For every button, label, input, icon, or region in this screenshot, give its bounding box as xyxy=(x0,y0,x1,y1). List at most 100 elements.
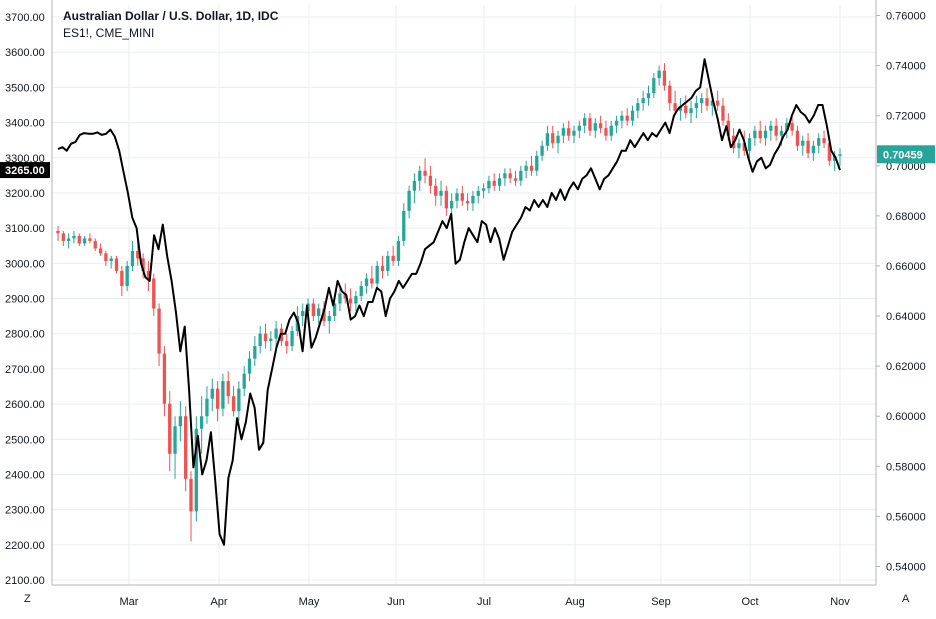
x-axis-tick-label: Oct xyxy=(741,596,758,608)
left-axis-tick-label: 3300.00 xyxy=(5,153,45,165)
candle-body-down xyxy=(146,270,151,279)
candle-body-up xyxy=(455,193,459,201)
es1-line xyxy=(57,58,841,546)
candle-body-down xyxy=(56,230,60,234)
right-axis-tick-label: 0.76000 xyxy=(886,11,926,23)
candle-body-up xyxy=(753,130,757,139)
candle-body-down xyxy=(795,130,800,146)
x-axis-tick-label: Aug xyxy=(565,596,585,608)
candle-body-down xyxy=(226,381,230,397)
candle-body-down xyxy=(162,353,167,404)
candle-body-up xyxy=(301,311,305,317)
left-last-value-label: 3265.00 xyxy=(5,165,45,177)
candle-body-up xyxy=(614,120,619,126)
candle-body-down xyxy=(790,123,794,131)
candle-body-down xyxy=(806,140,810,154)
candle-body-up xyxy=(82,238,87,244)
candle-body-up xyxy=(785,123,789,131)
right-axis-tick-label: 0.56000 xyxy=(886,511,926,523)
x-axis-tick-label: Mar xyxy=(120,596,139,608)
auto-scale-button[interactable]: A xyxy=(902,593,910,605)
candle-body-up xyxy=(779,130,784,136)
candle-body-up xyxy=(290,331,294,347)
candle-body-up xyxy=(439,190,443,196)
candle-body-up xyxy=(253,346,257,359)
candle-body-down xyxy=(705,98,709,106)
candle-body-up xyxy=(173,426,177,454)
candle-body-up xyxy=(210,388,214,399)
candle-body-up xyxy=(242,373,246,389)
candle-body-up xyxy=(354,296,358,304)
left-axis-tick-label: 3000.00 xyxy=(5,258,45,270)
candle-body-up xyxy=(269,338,273,342)
overlay-legend-label: ES1!, CME_MINI xyxy=(63,26,155,40)
candle-body-down xyxy=(567,128,571,136)
candle-body-up xyxy=(737,143,741,149)
right-axis-tick-label: 0.60000 xyxy=(886,411,926,423)
right-axis-tick-label: 0.64000 xyxy=(886,311,926,323)
chart-legend: Australian Dollar / U.S. Dollar, 1D, IDC… xyxy=(63,8,278,42)
left-axis-tick-label: 2200.00 xyxy=(5,540,45,552)
candle-body-up xyxy=(620,115,624,121)
candle-body-down xyxy=(721,105,725,121)
candle-body-down xyxy=(465,200,470,204)
x-axis-tick-label: Nov xyxy=(830,596,850,608)
candle-body-down xyxy=(136,250,140,259)
left-axis-tick-label: 2300.00 xyxy=(5,505,45,517)
right-axis-tick-label: 0.68000 xyxy=(886,211,926,223)
candle-body-up xyxy=(407,190,411,211)
candle-body-up xyxy=(412,180,417,191)
candle-body-up xyxy=(258,333,262,347)
candle-body-down xyxy=(93,240,97,249)
chart-title: Australian Dollar / U.S. Dollar, 1D, IDC xyxy=(63,9,279,23)
candle-body-up xyxy=(481,188,486,191)
candle-body-down xyxy=(380,265,385,271)
candle-body-down xyxy=(285,341,289,347)
candle-body-up xyxy=(646,93,651,99)
candle-body-up xyxy=(747,138,752,151)
candle-body-up xyxy=(450,200,454,209)
candle-body-down xyxy=(370,278,374,284)
candle-body-down xyxy=(598,123,603,129)
candle-body-down xyxy=(391,255,395,261)
candle-body-up xyxy=(556,135,560,144)
candle-body-up xyxy=(194,428,198,512)
candle-body-down xyxy=(742,143,746,151)
candle-body-up xyxy=(72,235,76,239)
candle-body-down xyxy=(513,178,518,181)
candle-body-down xyxy=(348,298,353,304)
candle-body-down xyxy=(98,248,103,254)
candle-body-up xyxy=(811,145,816,154)
timezone-button[interactable]: Z xyxy=(24,593,31,605)
candle-body-up xyxy=(657,70,661,79)
candlestick-series xyxy=(56,63,842,542)
x-axis-tick-label: Sep xyxy=(651,596,671,608)
left-axis-tick-label: 2500.00 xyxy=(5,434,45,446)
left-axis-tick-label: 2400.00 xyxy=(5,469,45,481)
candle-body-down xyxy=(231,396,236,412)
right-axis-tick-label: 0.70000 xyxy=(886,161,926,173)
right-axis-tick-label: 0.72000 xyxy=(886,111,926,123)
candle-body-up xyxy=(247,358,252,374)
overlay-line-series xyxy=(57,58,841,546)
candle-body-down xyxy=(758,130,762,139)
candle-body-up xyxy=(540,145,544,156)
candle-body-down xyxy=(715,100,720,106)
candle-body-up xyxy=(396,240,401,261)
left-axis-tick-label: 2800.00 xyxy=(5,329,45,341)
left-axis-tick-label: 3200.00 xyxy=(5,188,45,200)
left-axis-tick-label: 3700.00 xyxy=(5,12,45,24)
left-axis-tick-label: 3400.00 xyxy=(5,118,45,130)
candle-body-down xyxy=(604,128,608,136)
candle-body-down xyxy=(460,193,464,201)
candle-body-down xyxy=(492,180,496,186)
candle-body-down xyxy=(827,143,832,161)
candle-body-down xyxy=(104,253,108,261)
right-last-value-badge xyxy=(877,145,935,164)
candle-body-down xyxy=(551,133,555,144)
candle-body-up xyxy=(418,170,422,181)
candle-body-up xyxy=(109,258,113,261)
